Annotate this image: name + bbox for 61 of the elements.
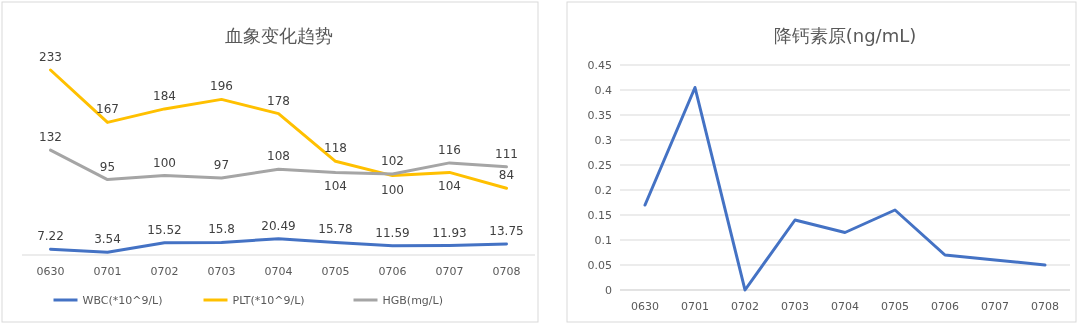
legend-label: HGB(mg/L)	[382, 294, 443, 307]
data-label: 95	[99, 159, 116, 174]
data-label: 132	[39, 130, 62, 145]
x-tick-label: 0706	[378, 265, 407, 278]
x-tick-label: 0706	[931, 300, 959, 313]
y-tick-label: 0.3	[594, 134, 612, 147]
data-label: 15.78	[318, 222, 353, 237]
data-label: 178	[267, 93, 290, 108]
y-tick-label: 0.2	[594, 184, 612, 197]
y-tick-label: 0.15	[587, 209, 612, 222]
x-tick-label: 0704	[831, 300, 859, 313]
data-label: 111	[495, 146, 518, 161]
data-label: 104	[438, 179, 461, 194]
y-tick-label: 0.4	[594, 84, 612, 97]
y-tick-label: 0.25	[587, 159, 612, 172]
x-tick-label: 0702	[731, 300, 759, 313]
x-tick-label: 0701	[681, 300, 709, 313]
x-tick-label: 0707	[981, 300, 1009, 313]
x-tick-label: 0708	[492, 265, 521, 278]
data-label: 102	[381, 154, 404, 169]
y-tick-label: 0.1	[594, 234, 612, 247]
data-label: 20.49	[261, 218, 296, 233]
data-label: 13.75	[489, 224, 524, 239]
x-tick-label: 0707	[435, 265, 464, 278]
data-label: 15.8	[208, 222, 235, 237]
data-label: 100	[381, 182, 404, 197]
x-tick-label: 0705	[881, 300, 909, 313]
y-tick-label: 0.05	[587, 259, 612, 272]
data-label: 104	[324, 179, 347, 194]
y-tick-label: 0.45	[587, 59, 612, 72]
data-label: 100	[153, 155, 176, 170]
y-tick-label: 0	[605, 284, 612, 297]
data-label: 15.52	[147, 222, 182, 237]
data-label: 116	[438, 142, 461, 157]
x-tick-label: 0630	[36, 265, 65, 278]
data-label: 3.54	[94, 232, 121, 247]
x-tick-label: 0701	[93, 265, 122, 278]
data-label: 196	[210, 79, 233, 94]
x-tick-label: 0630	[631, 300, 659, 313]
legend-label: WBC(*10^9/L)	[82, 294, 163, 307]
x-tick-label: 0703	[781, 300, 809, 313]
x-tick-label: 0705	[321, 265, 350, 278]
data-label: 7.22	[37, 229, 64, 244]
chart-title: 血象变化趋势	[224, 25, 333, 46]
x-tick-label: 0704	[264, 265, 293, 278]
x-tick-label: 0703	[207, 265, 236, 278]
data-label: 233	[39, 50, 62, 64]
data-label: 108	[267, 149, 290, 164]
data-label: 118	[324, 141, 347, 156]
x-tick-label: 0708	[1031, 300, 1059, 313]
data-label: 11.93	[432, 225, 467, 240]
data-label: 184	[153, 88, 176, 103]
data-label: 84	[498, 168, 515, 183]
line-series	[643, 86, 1047, 292]
data-label: 11.59	[375, 225, 410, 240]
y-tick-label: 0.35	[587, 109, 612, 122]
chart-title: 降钙素原(ng/mL)	[773, 25, 917, 46]
data-label: 97	[213, 157, 230, 172]
x-tick-label: 0702	[150, 265, 179, 278]
data-label: 167	[96, 102, 119, 117]
legend-label: PLT(*10^9/L)	[232, 294, 305, 307]
